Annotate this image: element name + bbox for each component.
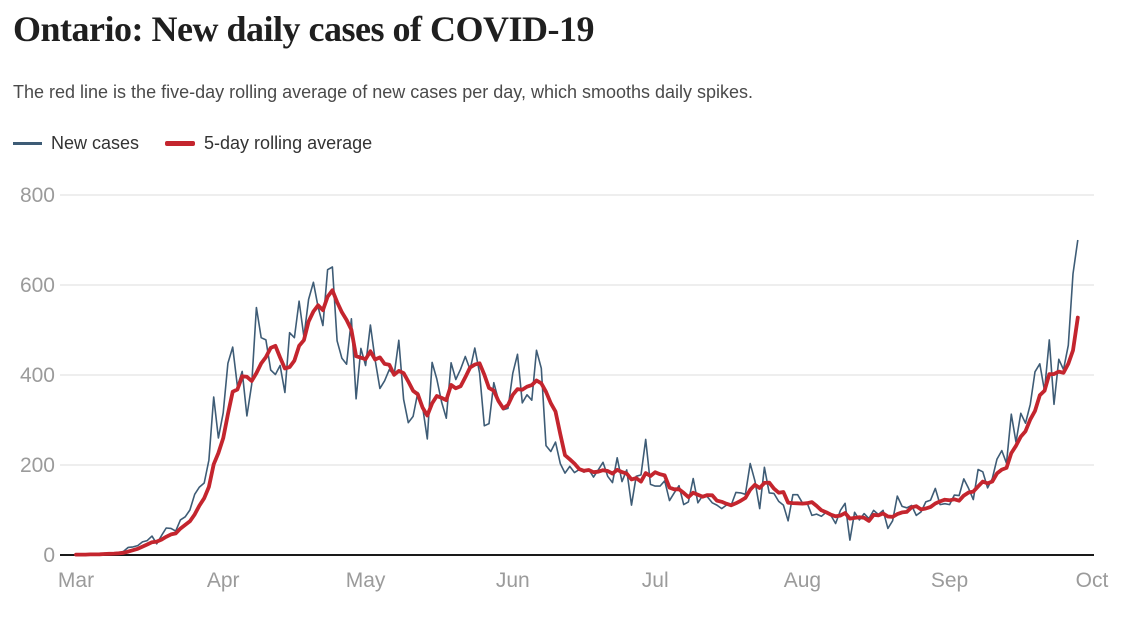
rolling-average-line (74, 288, 1080, 557)
x-tick-label-jul: Jul (642, 569, 669, 592)
page-title: Ontario: New daily cases of COVID-19 (13, 9, 594, 49)
legend-item-rolling-average: 5-day rolling average (165, 133, 372, 154)
chart-svg: 0 200 400 600 800 Mar Apr May Jun Jul Aug Sep Oct (20, 184, 1109, 592)
x-tick-label-may: May (346, 569, 386, 592)
x-tick-label-jun: Jun (496, 569, 530, 592)
rolling-average-line-swatch (165, 141, 196, 146)
legend-item-new-cases: New cases (13, 133, 139, 154)
y-tick-label-600: 600 (20, 274, 55, 297)
y-tick-label-0: 0 (43, 544, 55, 567)
legend-label-new-cases: New cases (51, 133, 140, 153)
page-subtitle: The red line is the five-day rolling ave… (13, 82, 754, 102)
y-tick-label-800: 800 (20, 184, 55, 207)
x-tick-label-aug: Aug (784, 569, 821, 592)
x-tick-label-apr: Apr (207, 569, 240, 592)
line-chart: 0 200 400 600 800 Mar Apr May Jun Jul Aug Sep Oct (0, 170, 1123, 629)
legend-label-rolling-average: 5-day rolling average (204, 133, 373, 153)
y-tick-label-400: 400 (20, 364, 55, 387)
y-tick-label-200: 200 (20, 454, 55, 477)
x-tick-label-oct: Oct (1076, 569, 1109, 592)
new-cases-line-swatch (13, 142, 42, 145)
legend: New cases 5-day rolling average (13, 133, 372, 154)
x-tick-label-mar: Mar (58, 569, 94, 592)
x-tick-label-sep: Sep (931, 569, 968, 592)
